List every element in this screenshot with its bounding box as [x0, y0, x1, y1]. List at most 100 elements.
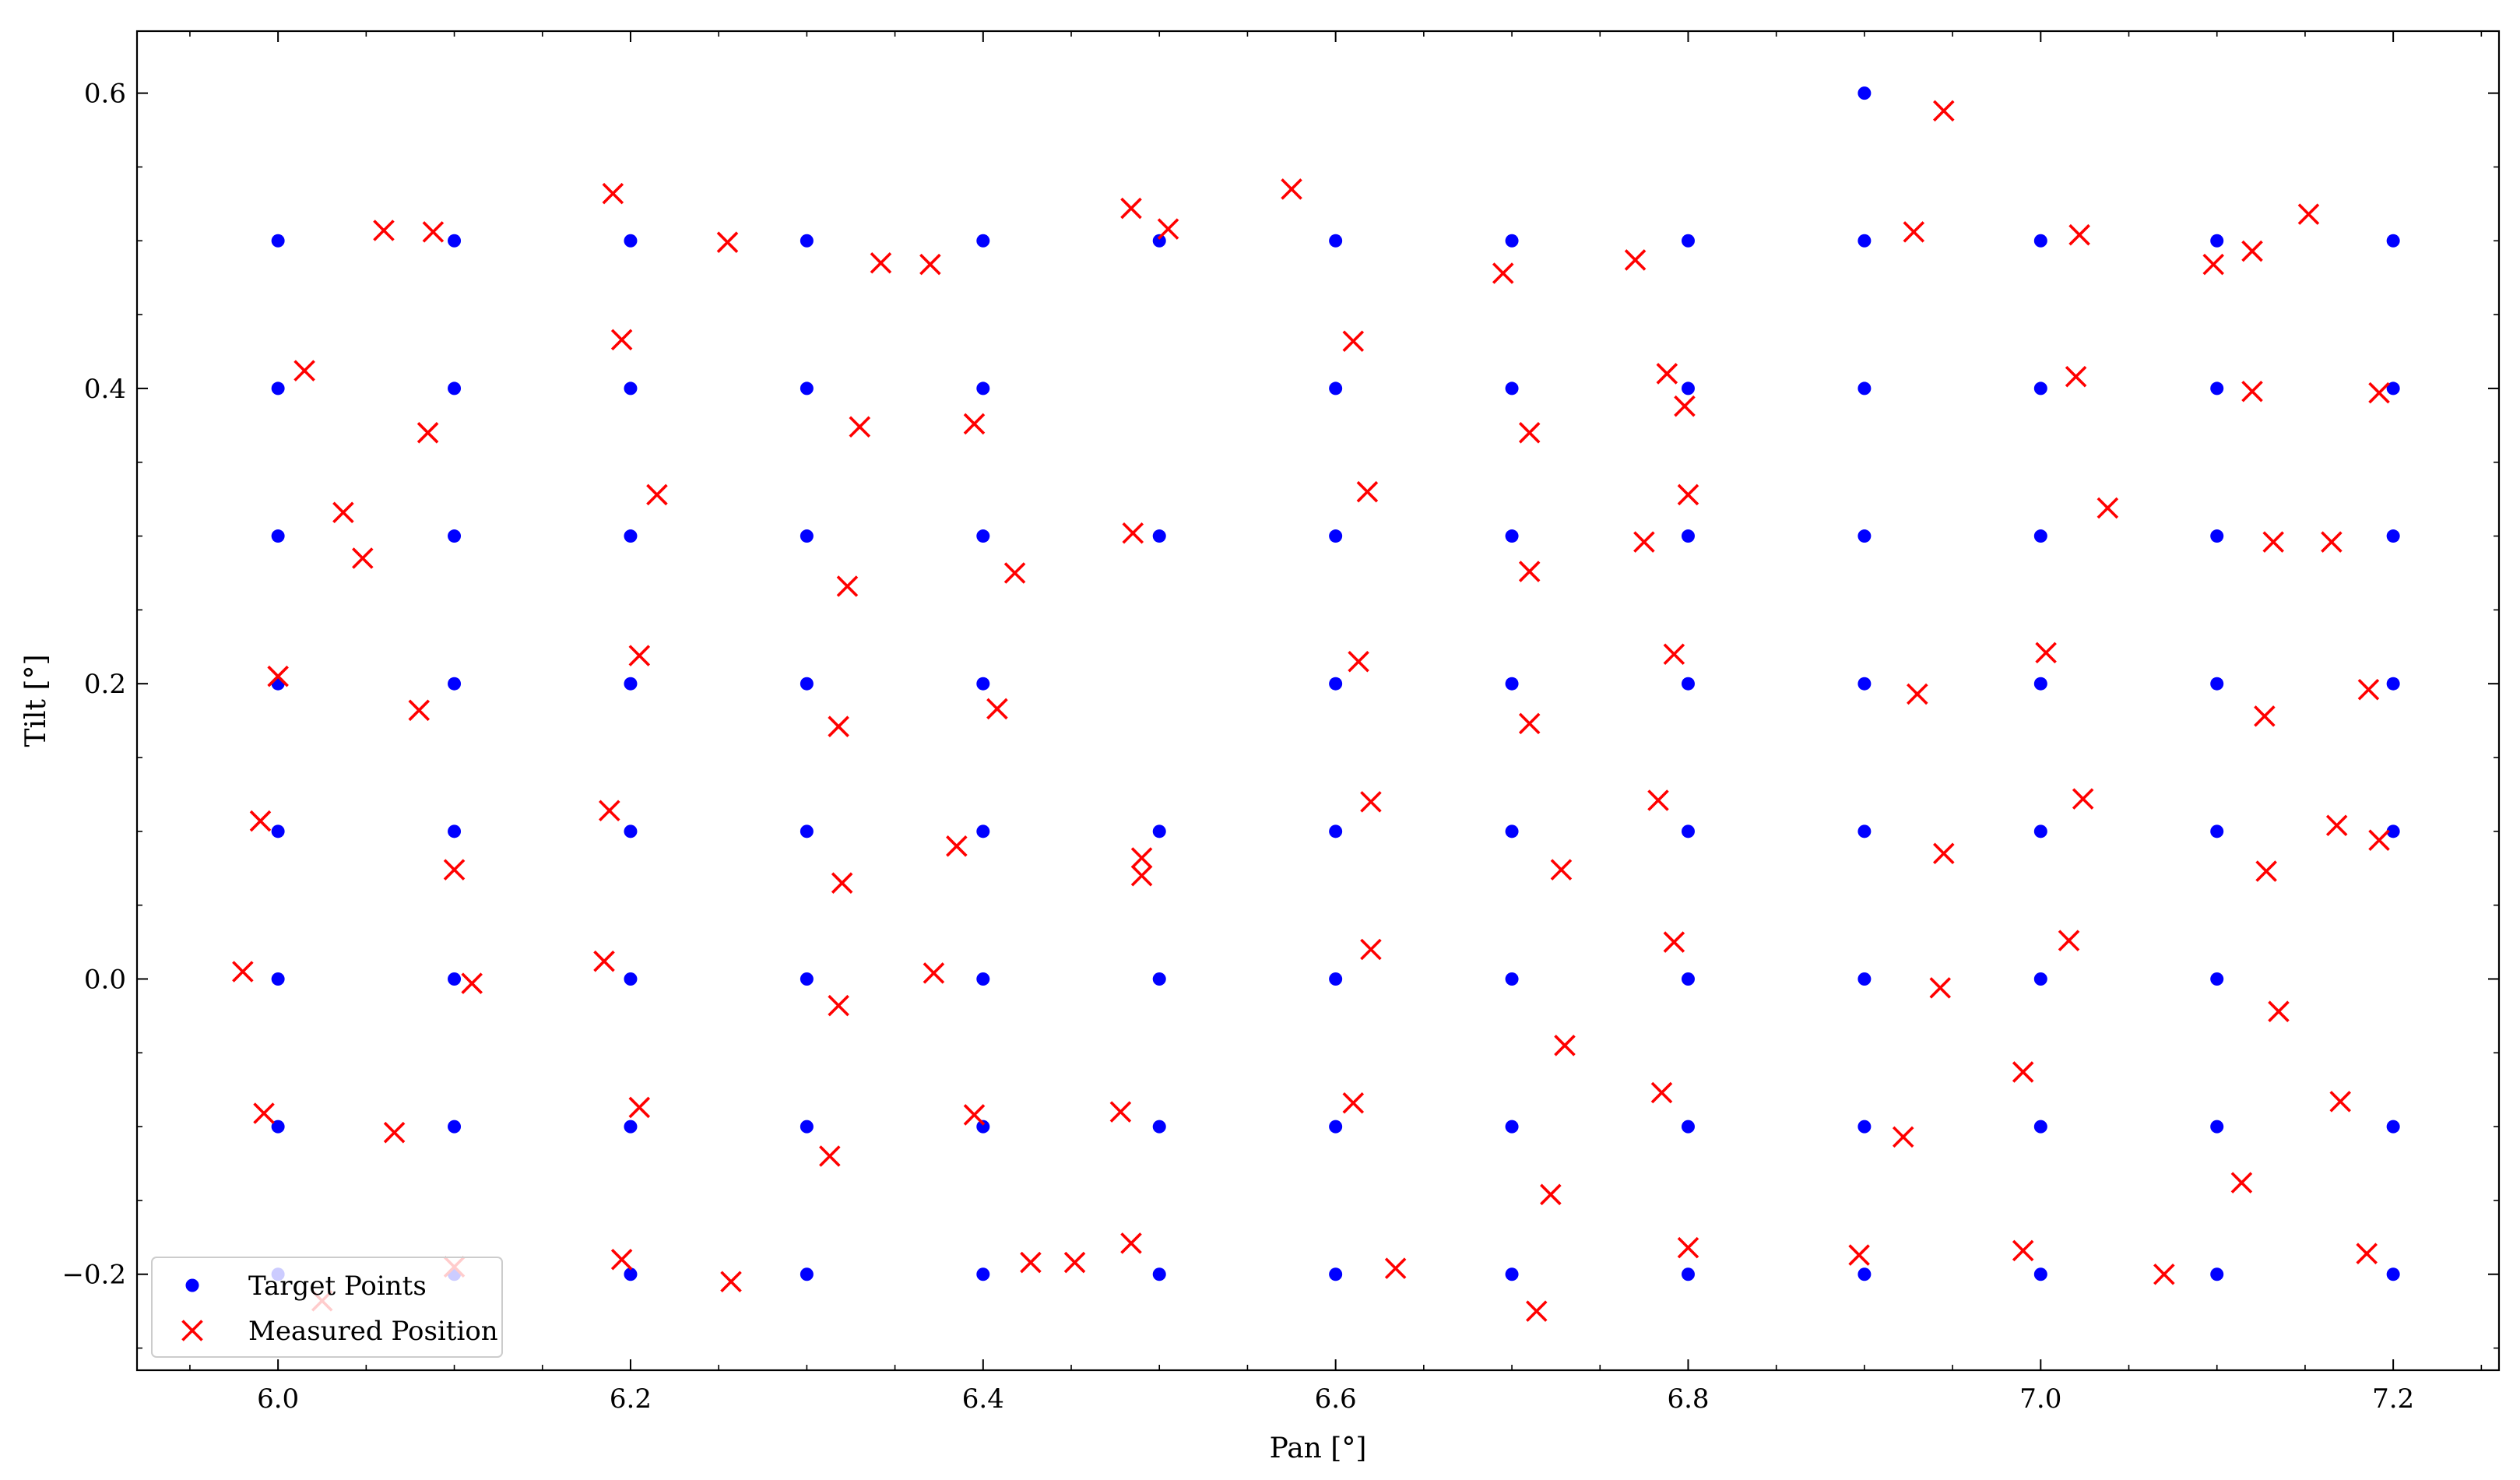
x-marker-stroke [352, 547, 374, 569]
target-point [2386, 1120, 2400, 1134]
measured-point [1063, 1251, 1086, 1274]
x-marker-stroke [1120, 1232, 1142, 1254]
x-marker-stroke [2035, 642, 2057, 664]
y-tick-label: 0.4 [84, 374, 126, 405]
target-point [2210, 529, 2224, 543]
measured-point [2357, 679, 2380, 701]
x-marker-stroke [2325, 814, 2348, 837]
target-point [624, 529, 638, 543]
measured-point [1518, 712, 1541, 735]
measured-point [593, 950, 615, 972]
x-marker-stroke [1525, 1300, 1548, 1322]
measured-point [1360, 938, 1382, 961]
x-marker-stroke [443, 859, 466, 881]
measured-point [2321, 531, 2343, 553]
measured-point [2368, 381, 2390, 404]
x-marker-stroke [1518, 712, 1541, 735]
measured-point [1933, 100, 1955, 122]
target-point [1505, 381, 1519, 395]
measured-point [1120, 1232, 1142, 1254]
measured-point [1624, 249, 1647, 271]
target-point [2386, 529, 2400, 543]
x-marker-stroke [1677, 1236, 1699, 1259]
measured-point [836, 575, 859, 597]
measured-point [919, 253, 941, 276]
x-marker-stroke [2230, 1172, 2253, 1193]
x-tick-label: 6.0 [257, 1383, 299, 1415]
target-point [1329, 677, 1343, 691]
x-marker-stroke [986, 698, 1008, 720]
x-marker-stroke [1540, 1183, 1562, 1206]
measured-point [2325, 814, 2348, 837]
target-point [271, 824, 285, 838]
target-point [1505, 234, 1519, 248]
target-point [2033, 1267, 2047, 1281]
measured-point [1663, 643, 1685, 666]
x-marker-stroke [628, 1096, 651, 1119]
x-marker-stroke [593, 950, 615, 972]
target-point [2210, 824, 2224, 838]
target-point [1152, 529, 1166, 543]
measured-point [2230, 1172, 2253, 1193]
x-marker-stroke [2058, 930, 2080, 951]
y-tick-label: 0.0 [84, 964, 126, 995]
x-marker-stroke [2096, 497, 2119, 519]
y-tick-label: 0.2 [84, 669, 126, 700]
x-marker-stroke [610, 329, 633, 351]
x-marker-stroke [1157, 218, 1179, 240]
measured-point [1020, 1251, 1042, 1274]
x-marker-stroke [2153, 1263, 2175, 1285]
plot-area [232, 86, 2400, 1322]
measured-point [1122, 522, 1144, 544]
target-point [448, 824, 462, 838]
target-point [1329, 1267, 1343, 1281]
legend-entry-label: Measured Position [248, 1316, 498, 1347]
measured-point [1929, 977, 1952, 999]
measured-point [2262, 531, 2284, 553]
target-point [1329, 824, 1343, 838]
measured-point [2072, 788, 2094, 810]
series-0 [271, 86, 2400, 1281]
measured-point [2153, 1263, 2175, 1285]
x-marker-stroke [2012, 1239, 2034, 1262]
target-point [976, 972, 990, 986]
measured-point [2255, 860, 2277, 882]
measured-point [373, 220, 395, 241]
measured-point [628, 1096, 651, 1119]
target-point [800, 677, 814, 691]
target-point [624, 677, 638, 691]
target-point [1857, 381, 1872, 395]
x-marker-stroke [849, 416, 871, 438]
measured-point [2012, 1239, 2034, 1262]
measured-point [1130, 847, 1153, 869]
measured-point [1525, 1300, 1548, 1322]
measured-point [599, 800, 620, 822]
target-point [1857, 824, 1872, 838]
target-point [1505, 529, 1519, 543]
x-tick-label: 6.4 [962, 1383, 1004, 1415]
measured-point [2268, 1000, 2290, 1022]
target-point [2210, 234, 2224, 248]
target-point [1681, 381, 1695, 395]
x-marker-stroke [2329, 1091, 2351, 1113]
x-marker-stroke [2068, 223, 2090, 246]
x-marker-stroke [408, 699, 431, 722]
x-marker-stroke [1677, 483, 1699, 506]
target-point [1857, 972, 1872, 986]
measured-point [1360, 791, 1382, 813]
measured-point [1492, 262, 1514, 284]
x-marker-stroke [1929, 977, 1952, 999]
x-marker-stroke [1933, 842, 1955, 865]
measured-point [1342, 330, 1365, 353]
target-point [624, 1267, 638, 1281]
target-point [271, 381, 285, 395]
x-marker-stroke [1342, 330, 1365, 353]
measured-point [1109, 1101, 1132, 1123]
target-point [2210, 381, 2224, 395]
target-point [976, 1120, 990, 1134]
target-point [624, 381, 638, 395]
target-point [624, 824, 638, 838]
target-point [800, 1267, 814, 1281]
measured-point [923, 962, 945, 984]
target-point [448, 677, 462, 691]
